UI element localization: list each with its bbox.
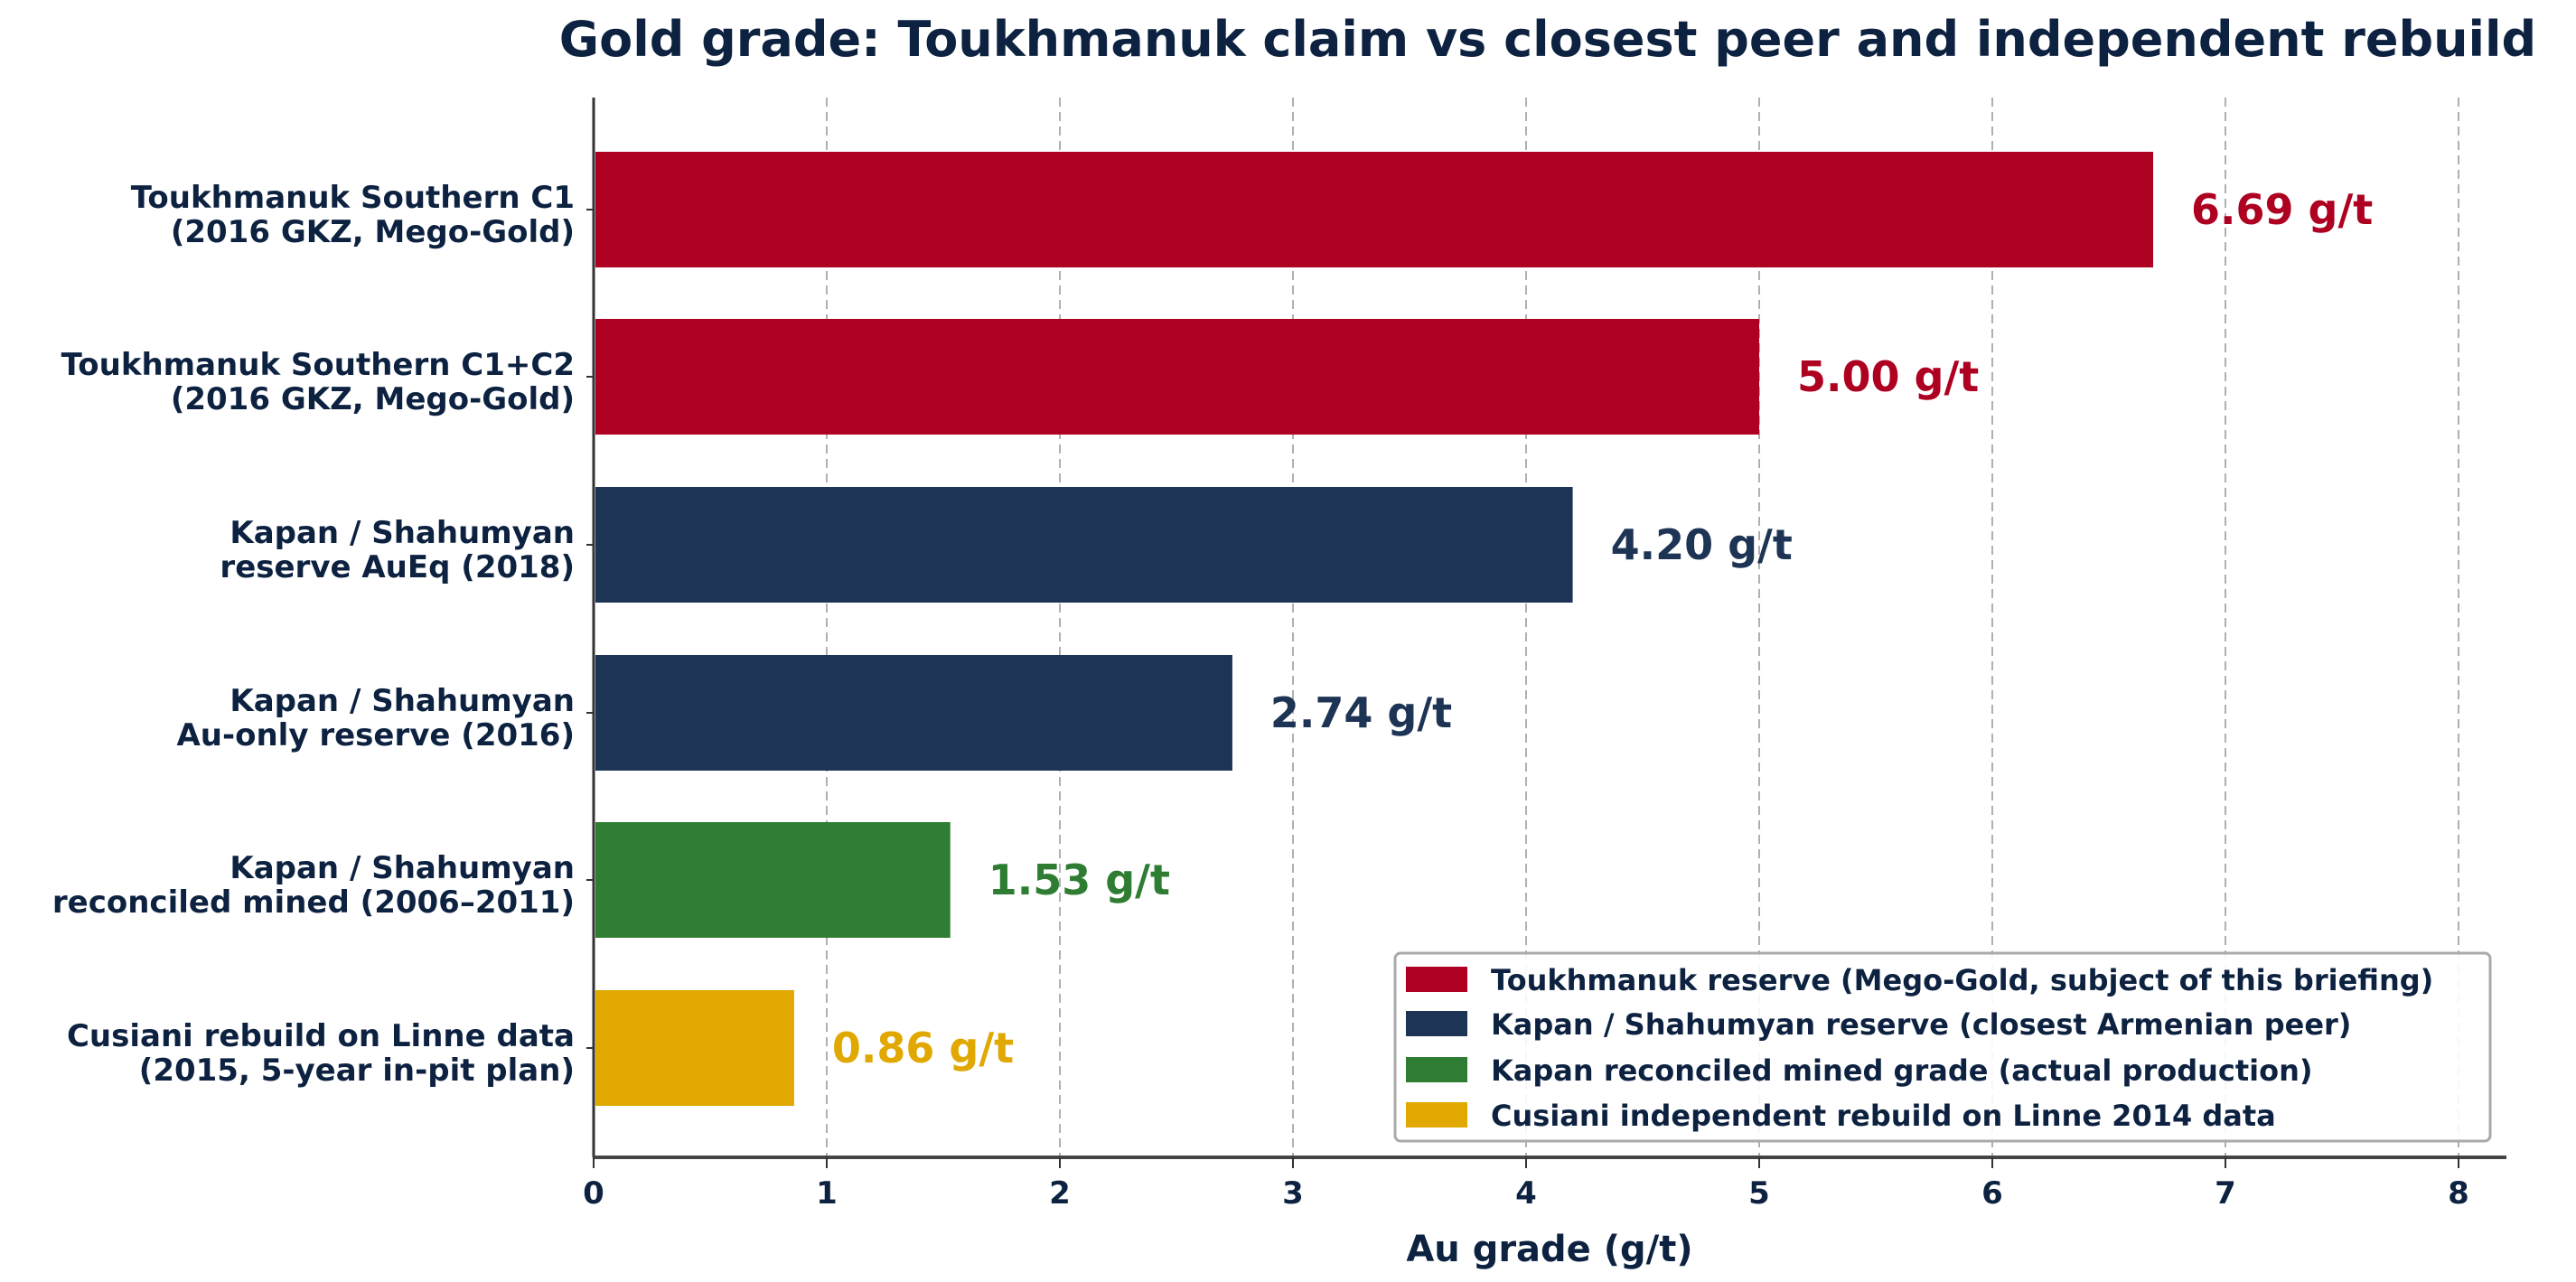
bar [595,822,951,938]
legend-swatch [1406,1057,1467,1082]
y-tick-label: Toukhmanuk Southern C1+C2 [61,347,575,383]
legend-label: Kapan / Shahumyan reserve (closest Armen… [1491,1007,2351,1042]
bar [595,487,1573,603]
y-tick-label: Toukhmanuk Southern C1 [131,180,575,216]
chart-title: Gold grade: Toukhmanuk claim vs closest … [559,11,2536,68]
x-axis-ticks: 0 1 2 3 4 5 6 7 8 [583,1157,2469,1212]
value-label: 0.86 g/t [832,1024,1014,1072]
x-tick-label: 7 [2215,1175,2236,1212]
value-label: 2.74 g/t [1270,688,1452,737]
value-label: 5.00 g/t [1797,352,1979,401]
y-tick-label: (2016 GKZ, Mego-Gold) [171,214,575,250]
y-tick-label: Kapan / Shahumyan [229,515,575,551]
y-tick-label: reserve AuEq (2018) [220,549,575,585]
value-label: 6.69 g/t [2191,185,2373,234]
legend-label: Toukhmanuk reserve (Mego-Gold, subject o… [1491,963,2433,997]
y-tick-label: Cusiani rebuild on Linne data [67,1018,575,1054]
y-tick-label: Kapan / Shahumyan [229,850,575,886]
x-tick-label: 3 [1282,1175,1304,1212]
x-tick-label: 5 [1748,1175,1770,1212]
legend-swatch [1406,1102,1467,1128]
bar [595,655,1232,771]
x-tick-label: 0 [583,1175,604,1212]
legend: Toukhmanuk reserve (Mego-Gold, subject o… [1393,951,2492,1143]
x-tick-label: 2 [1049,1175,1071,1212]
legend-swatch [1406,1011,1467,1036]
x-axis-label: Au grade (g/t) [1406,1229,1692,1270]
y-tick-label: Au-only reserve (2016) [176,717,575,753]
y-tick-label: (2016 GKZ, Mego-Gold) [171,381,575,417]
value-labels: 6.69 g/t 5.00 g/t 4.20 g/t 2.74 g/t 1.53 g/t… [832,185,2373,1072]
x-tick-label: 8 [2448,1175,2469,1212]
value-label: 1.53 g/t [988,856,1170,904]
bars [595,152,2154,1106]
legend-swatch [1406,967,1467,992]
x-tick-label: 4 [1515,1175,1537,1212]
y-tick-label: reconciled mined (2006–2011) [52,884,575,921]
legend-label: Cusiani independent rebuild on Linne 201… [1491,1099,2276,1133]
bar [595,152,2154,267]
legend-label: Kapan reconciled mined grade (actual pro… [1491,1053,2313,1088]
y-tick-label: (2015, 5-year in-pit plan) [139,1053,575,1089]
bar [595,319,1759,435]
y-tick-label: Kapan / Shahumyan [229,683,575,719]
value-label: 4.20 g/t [1611,520,1793,569]
legend-box [1393,951,2492,1143]
x-tick-label: 1 [816,1175,838,1212]
x-tick-label: 6 [1981,1175,2003,1212]
bar [595,990,794,1106]
y-axis-labels: Toukhmanuk Southern C1(2016 GKZ, Mego-Go… [52,180,594,1089]
